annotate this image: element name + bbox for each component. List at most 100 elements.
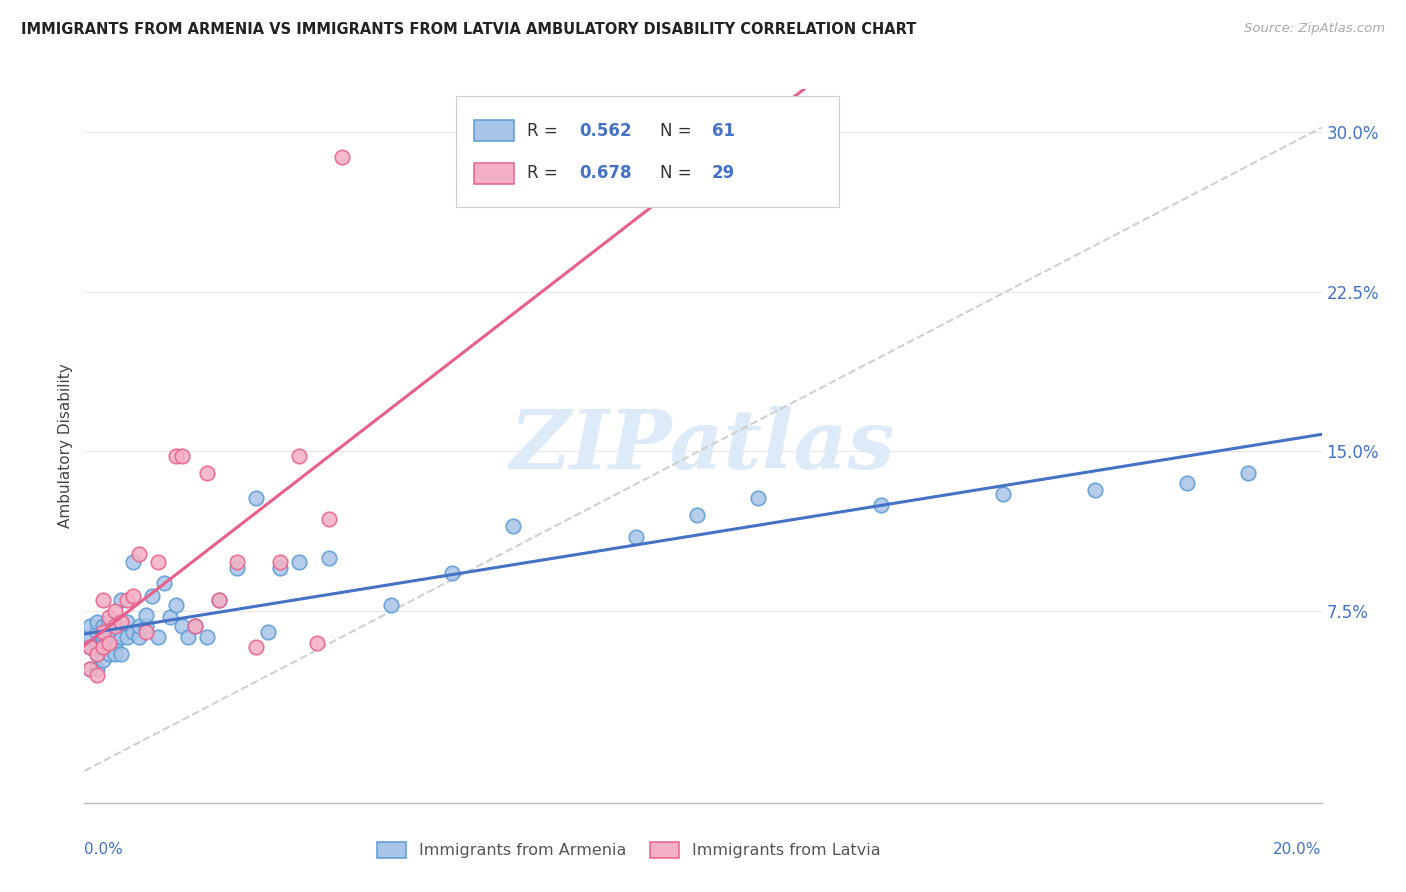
Point	[1237, 466, 1260, 480]
Point	[183, 619, 205, 633]
Point	[122, 555, 145, 569]
Point	[135, 608, 157, 623]
Point	[269, 561, 291, 575]
Point	[287, 555, 309, 569]
Point	[686, 508, 709, 523]
Point	[91, 625, 114, 640]
Point	[991, 487, 1014, 501]
Point	[172, 449, 194, 463]
Point	[115, 615, 138, 629]
Point	[86, 615, 108, 629]
Point	[86, 625, 108, 640]
Text: R =: R =	[527, 164, 564, 182]
Point	[97, 636, 120, 650]
Point	[146, 555, 169, 569]
Point	[110, 593, 132, 607]
Point	[104, 647, 127, 661]
Text: 0.0%: 0.0%	[84, 842, 124, 857]
Text: 0.562: 0.562	[579, 121, 631, 139]
Point	[128, 547, 150, 561]
Point	[91, 630, 114, 644]
Point	[135, 619, 157, 633]
Point	[104, 640, 127, 655]
Point	[226, 555, 249, 569]
Point	[91, 653, 114, 667]
FancyBboxPatch shape	[456, 96, 839, 207]
Point	[86, 647, 108, 661]
Point	[624, 529, 647, 543]
Point	[245, 491, 267, 506]
Point	[115, 593, 138, 607]
Point	[122, 589, 145, 603]
Point	[257, 625, 280, 640]
Point	[79, 640, 101, 655]
Point	[86, 662, 108, 676]
Point	[86, 636, 108, 650]
Point	[208, 593, 231, 607]
Point	[183, 619, 205, 633]
Point	[79, 619, 101, 633]
Point	[91, 593, 114, 607]
Point	[91, 636, 114, 650]
Text: Source: ZipAtlas.com: Source: ZipAtlas.com	[1244, 22, 1385, 36]
Point	[86, 640, 108, 655]
Point	[159, 610, 181, 624]
Point	[146, 630, 169, 644]
Point	[318, 550, 340, 565]
Point	[104, 619, 127, 633]
Point	[91, 640, 114, 655]
Point	[91, 640, 114, 655]
Point	[307, 636, 329, 650]
Point	[135, 625, 157, 640]
Text: R =: R =	[527, 121, 564, 139]
Text: 0.678: 0.678	[579, 164, 631, 182]
Y-axis label: Ambulatory Disability: Ambulatory Disability	[58, 364, 73, 528]
Point	[97, 615, 120, 629]
Text: N =: N =	[659, 121, 696, 139]
Point	[97, 630, 120, 644]
Point	[79, 662, 101, 676]
Point	[226, 561, 249, 575]
Point	[153, 576, 176, 591]
Point	[1084, 483, 1107, 497]
Point	[869, 498, 891, 512]
Point	[208, 593, 231, 607]
Point	[122, 625, 145, 640]
Point	[110, 647, 132, 661]
Point	[110, 615, 132, 629]
Point	[165, 598, 187, 612]
Point	[86, 668, 108, 682]
Point	[287, 449, 309, 463]
Point	[115, 630, 138, 644]
Point	[128, 630, 150, 644]
Point	[195, 466, 218, 480]
Point	[380, 598, 402, 612]
Point	[318, 512, 340, 526]
Point	[1175, 476, 1198, 491]
Point	[97, 640, 120, 655]
Text: 61: 61	[711, 121, 735, 139]
Point	[97, 610, 120, 624]
Point	[502, 519, 524, 533]
Point	[195, 630, 218, 644]
Bar	[474, 162, 513, 184]
Point	[79, 630, 101, 644]
Point	[141, 589, 163, 603]
Text: IMMIGRANTS FROM ARMENIA VS IMMIGRANTS FROM LATVIA AMBULATORY DISABILITY CORRELAT: IMMIGRANTS FROM ARMENIA VS IMMIGRANTS FR…	[21, 22, 917, 37]
Point	[110, 630, 132, 644]
Point	[79, 640, 101, 655]
Legend: Immigrants from Armenia, Immigrants from Latvia: Immigrants from Armenia, Immigrants from…	[370, 834, 889, 866]
Text: N =: N =	[659, 164, 696, 182]
Point	[97, 647, 120, 661]
Point	[747, 491, 769, 506]
Point	[177, 630, 200, 644]
Point	[79, 662, 101, 676]
Point	[104, 630, 127, 644]
Point	[172, 619, 194, 633]
Point	[104, 636, 127, 650]
Point	[245, 640, 267, 655]
Point	[330, 150, 353, 164]
Bar	[474, 120, 513, 141]
Point	[104, 604, 127, 618]
Point	[86, 647, 108, 661]
